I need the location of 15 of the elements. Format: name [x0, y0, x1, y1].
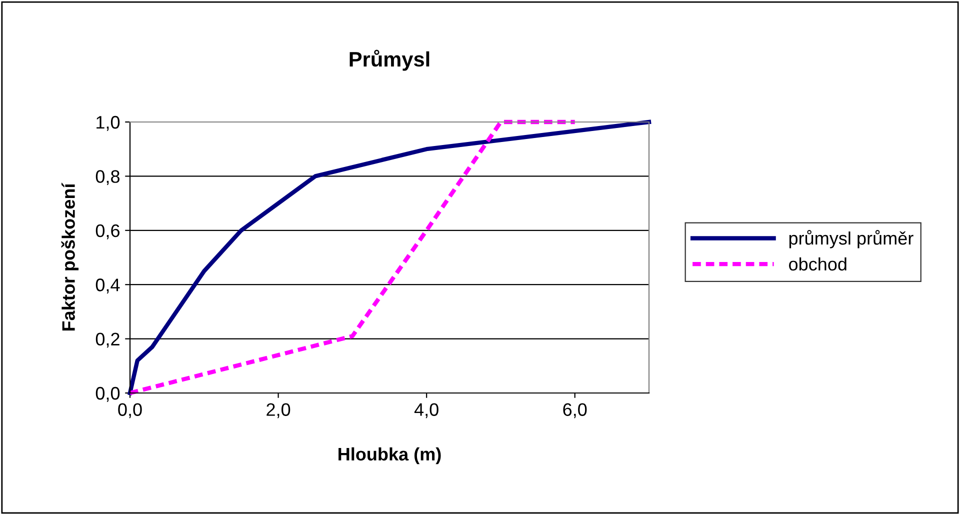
x-tick-label: 0,0: [118, 403, 142, 418]
legend-label: průmysl průměr: [789, 230, 914, 248]
x-tick-label: 2,0: [266, 403, 290, 418]
y-tick-label: 0,0: [96, 386, 120, 402]
x-axis-title: Hloubka (m): [338, 447, 441, 464]
chart-title: Průmysl: [350, 50, 430, 71]
legend-label: obchod: [789, 257, 846, 271]
y-tick-label: 0,6: [96, 224, 120, 240]
y-tick-label: 1,0: [96, 116, 120, 131]
y-tick-label: 0,2: [96, 332, 120, 348]
y-tick-label: 0,4: [96, 278, 120, 294]
x-tick-label: 6,0: [563, 403, 587, 418]
x-tick-label: 4,0: [414, 403, 438, 418]
y-tick-label: 0,8: [96, 170, 120, 186]
y-axis-title: Faktor poškození: [61, 182, 79, 331]
